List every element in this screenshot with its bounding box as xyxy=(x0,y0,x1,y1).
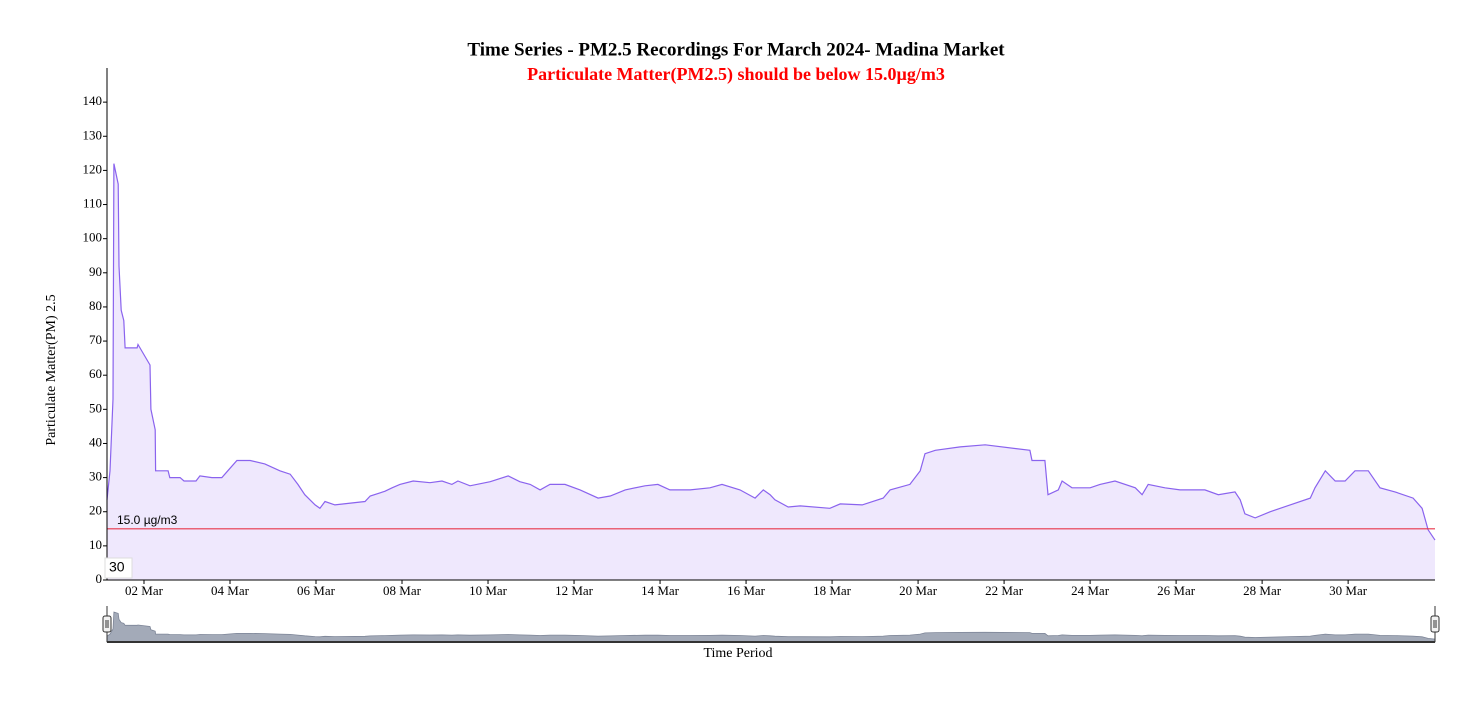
y-tick-label: 100 xyxy=(83,230,103,245)
y-tick-label: 50 xyxy=(89,400,102,415)
navigator-handle[interactable] xyxy=(1430,615,1440,633)
y-tick-label: 40 xyxy=(89,434,102,449)
threshold-label: 15.0 µg/m3 xyxy=(117,513,178,527)
x-tick-label: 18 Mar xyxy=(813,583,852,598)
x-tick-label: 24 Mar xyxy=(1071,583,1110,598)
y-tick-label: 60 xyxy=(89,366,102,381)
y-tick-label: 0 xyxy=(96,571,103,586)
x-tick-label: 04 Mar xyxy=(211,583,250,598)
x-tick-label: 12 Mar xyxy=(555,583,594,598)
y-tick-label: 120 xyxy=(83,161,103,176)
x-tick-label: 10 Mar xyxy=(469,583,508,598)
y-tick-label: 20 xyxy=(89,503,102,518)
y-axis-label: Particulate Matter(PM) 2.5 xyxy=(44,294,59,445)
y-tick-label: 140 xyxy=(83,93,103,108)
line xyxy=(106,163,1436,541)
corner-label: 30 xyxy=(109,559,125,575)
y-tick-label: 80 xyxy=(89,298,102,313)
x-tick-label: 28 Mar xyxy=(1243,583,1282,598)
corner-label-box xyxy=(104,557,133,579)
navigator-handle[interactable] xyxy=(102,615,112,633)
x-tick-label: 26 Mar xyxy=(1157,583,1196,598)
x-tick-label: 22 Mar xyxy=(985,583,1024,598)
navigator-area xyxy=(106,611,1436,643)
x-tick-label: 06 Mar xyxy=(297,583,336,598)
chart-title: Time Series - PM2.5 Recordings For March… xyxy=(467,39,1005,60)
x-tick-label: 16 Mar xyxy=(727,583,766,598)
y-tick-label: 10 xyxy=(89,537,102,552)
x-axis-label: Time Period xyxy=(703,646,772,661)
x-tick-label: 08 Mar xyxy=(383,583,422,598)
y-tick-label: 30 xyxy=(89,469,102,484)
x-tick-label: 02 Mar xyxy=(125,583,164,598)
x-tick-label: 30 Mar xyxy=(1329,583,1368,598)
x-tick-label: 14 Mar xyxy=(641,583,680,598)
chart-subtitle: Particulate Matter(PM2.5) should be belo… xyxy=(527,64,945,85)
area-fill xyxy=(107,163,1435,580)
y-tick-label: 130 xyxy=(83,127,103,142)
y-tick-label: 90 xyxy=(89,264,102,279)
y-tick-label: 110 xyxy=(83,196,102,211)
y-tick-label: 70 xyxy=(89,332,102,347)
x-tick-label: 20 Mar xyxy=(899,583,938,598)
